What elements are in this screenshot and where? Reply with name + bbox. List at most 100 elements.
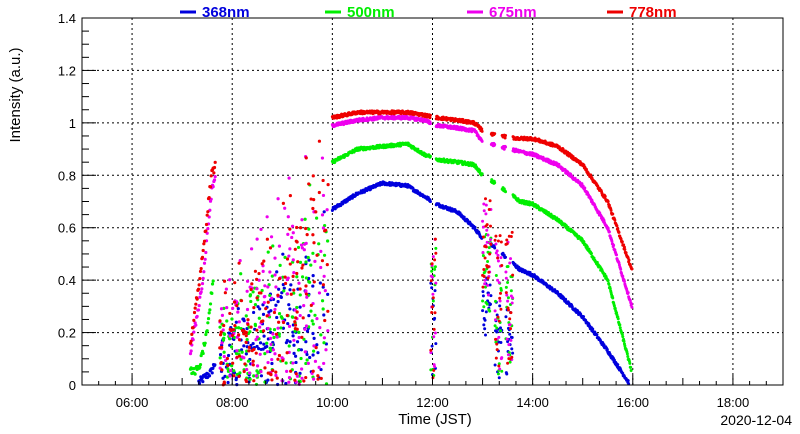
data-point — [243, 362, 247, 366]
data-point — [510, 347, 514, 351]
data-point — [266, 250, 270, 254]
data-point — [431, 292, 435, 296]
data-point — [202, 270, 206, 274]
data-point — [295, 340, 300, 344]
data-point — [494, 299, 498, 303]
data-point — [237, 338, 242, 342]
data-point — [189, 339, 193, 343]
data-point — [257, 347, 261, 351]
data-point — [493, 363, 497, 367]
data-point — [506, 361, 510, 365]
data-point — [251, 359, 255, 363]
data-point — [312, 349, 316, 353]
data-point — [273, 256, 277, 260]
data-point — [322, 210, 326, 214]
data-point — [295, 275, 299, 279]
data-point — [270, 357, 274, 362]
data-point — [483, 278, 487, 282]
data-point — [244, 340, 248, 345]
data-point — [278, 263, 282, 267]
data-point — [298, 260, 303, 264]
data-point — [316, 351, 320, 355]
data-point — [268, 270, 272, 274]
data-point — [253, 269, 257, 273]
data-point — [617, 230, 621, 234]
data-point — [283, 281, 288, 286]
data-point — [208, 185, 213, 189]
data-point — [222, 279, 227, 283]
data-point — [508, 317, 512, 321]
data-point — [609, 208, 613, 212]
data-point — [265, 350, 270, 354]
data-point — [434, 251, 438, 255]
data-point — [255, 296, 259, 300]
data-point — [629, 369, 633, 373]
data-point — [253, 322, 257, 326]
data-point — [240, 350, 244, 354]
data-point — [506, 280, 510, 284]
data-point — [481, 219, 485, 223]
data-point — [244, 334, 248, 338]
data-point — [193, 306, 197, 310]
data-point — [319, 265, 323, 270]
data-point — [299, 348, 303, 352]
data-point — [480, 127, 484, 131]
data-point — [198, 269, 203, 274]
data-point — [223, 374, 227, 378]
data-point — [244, 352, 248, 356]
data-point — [258, 352, 262, 356]
data-point — [230, 333, 235, 338]
data-point — [485, 302, 489, 306]
data-point — [221, 376, 225, 380]
data-point — [319, 249, 323, 253]
data-point — [317, 139, 322, 143]
data-point — [432, 327, 436, 331]
date-label: 2020-12-04 — [720, 412, 792, 428]
data-point — [285, 292, 290, 296]
data-point — [315, 216, 319, 220]
data-point — [230, 364, 234, 368]
data-point — [316, 377, 320, 381]
data-point — [226, 353, 231, 358]
data-point — [483, 318, 487, 322]
data-point — [324, 348, 328, 352]
data-point — [281, 252, 285, 256]
data-point — [269, 336, 273, 340]
y-axis-title: Intensity (a.u.) — [7, 47, 24, 142]
data-point — [202, 242, 206, 246]
data-point — [205, 213, 209, 217]
data-point — [613, 218, 617, 222]
data-point — [584, 167, 588, 171]
data-point — [254, 351, 258, 355]
data-point — [483, 333, 487, 337]
data-point — [313, 313, 317, 317]
data-point — [196, 287, 201, 291]
legend-label: 675nm — [489, 4, 537, 21]
data-point — [626, 355, 630, 359]
data-point — [266, 300, 270, 304]
data-point — [285, 257, 290, 261]
data-point — [239, 357, 243, 361]
data-point — [507, 343, 511, 347]
data-point — [511, 351, 515, 355]
data-point — [606, 226, 610, 230]
series-778nm — [188, 109, 634, 387]
data-point — [258, 307, 262, 311]
data-point — [263, 352, 267, 356]
data-point — [321, 283, 325, 287]
data-point — [292, 291, 296, 295]
series-368nm — [197, 180, 631, 387]
data-point — [626, 379, 630, 383]
data-point — [293, 247, 297, 251]
data-point — [208, 302, 213, 306]
data-point — [201, 351, 205, 356]
data-point — [483, 327, 487, 331]
data-point — [249, 287, 253, 292]
data-point — [298, 313, 302, 318]
data-point — [288, 340, 292, 344]
data-point — [288, 193, 292, 198]
data-point — [291, 258, 295, 262]
data-point — [195, 314, 199, 319]
data-point — [322, 361, 326, 366]
data-point — [233, 281, 237, 285]
